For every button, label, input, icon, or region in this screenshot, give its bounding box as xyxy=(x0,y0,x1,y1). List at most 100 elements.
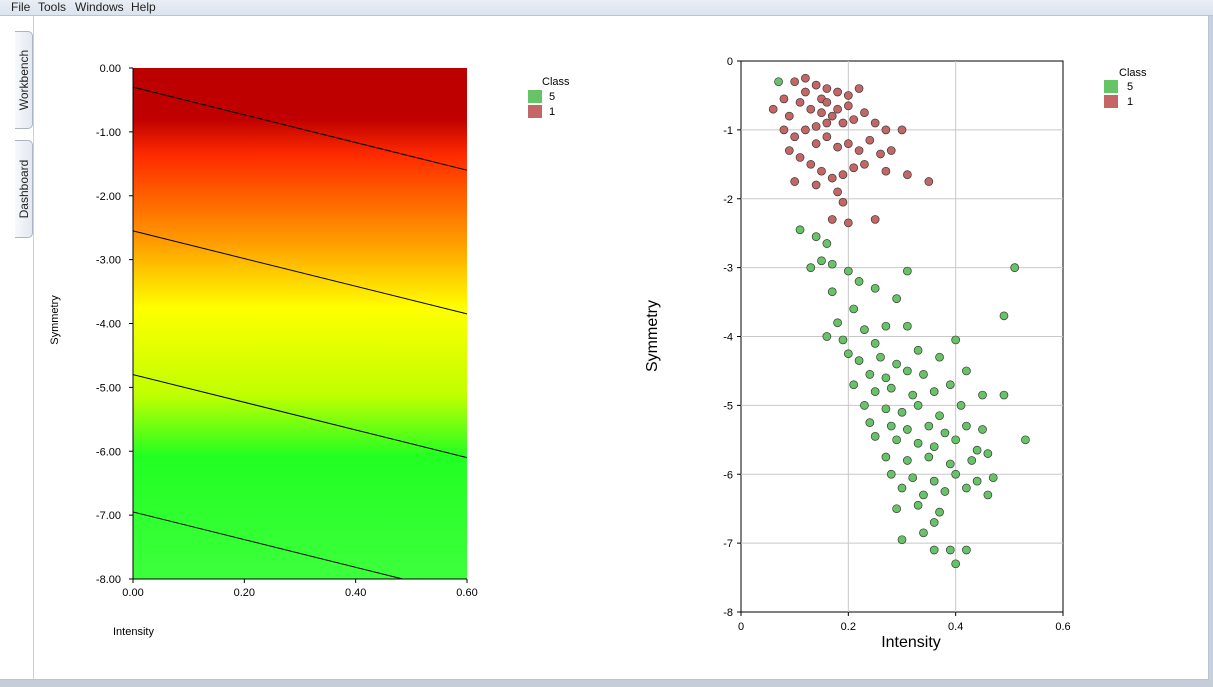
scatter-point-class-5 xyxy=(881,404,891,414)
left-x-tick-label: 0.60 xyxy=(456,587,477,599)
scatter-point-class-1 xyxy=(801,73,810,83)
scatter-point-class-5 xyxy=(843,349,853,359)
left-legend: Class 5 1 xyxy=(528,76,570,118)
scatter-point-class-1 xyxy=(768,104,778,114)
scatter-point-class-1 xyxy=(833,104,842,114)
scatter-point-class-1 xyxy=(876,149,885,159)
scatter-point-class-5 xyxy=(1010,263,1020,272)
scatter-point-class-5 xyxy=(870,387,880,396)
scatter-point-class-5 xyxy=(897,535,907,545)
scatter-point-class-5 xyxy=(886,383,896,393)
window-border-right xyxy=(1209,16,1213,687)
left-y-tick-label: -7.00 xyxy=(96,510,121,522)
scatter-point-class-1 xyxy=(822,118,832,128)
scatter-point-class-5 xyxy=(940,487,950,496)
scatter-point-class-1 xyxy=(784,111,794,121)
scatter-point-class-5 xyxy=(881,452,891,462)
scatter-point-class-5 xyxy=(897,483,907,493)
left-x-ticks: 0.00 0.20 0.40 0.60 xyxy=(122,579,478,599)
right-y-tick-label: -8 xyxy=(723,607,733,619)
scatter-point-class-1 xyxy=(865,135,875,145)
left-legend-swatch-5 xyxy=(528,90,542,103)
contour-line-1 xyxy=(132,86,468,171)
scatter-point-class-5 xyxy=(833,318,842,328)
scatter-point-class-5 xyxy=(983,490,993,500)
scatter-point-class-5 xyxy=(967,456,977,465)
scatter-point-class-5 xyxy=(945,459,955,469)
scatter-point-class-1 xyxy=(811,139,821,148)
scatter-point-class-1 xyxy=(827,215,837,224)
scatter-point-class-5 xyxy=(892,435,901,445)
right-x-tick-label: 0.2 xyxy=(841,621,856,633)
scatter-point-class-5 xyxy=(913,345,923,355)
scatter-point-class-1 xyxy=(833,87,842,97)
window-border-bottom xyxy=(0,680,1213,687)
tab-workbench[interactable]: Workbench xyxy=(15,31,33,129)
left-plot-background xyxy=(133,68,467,579)
scatter-point-class-5 xyxy=(929,518,939,527)
menu-help[interactable]: Help xyxy=(131,0,156,14)
scatter-point-class-1 xyxy=(795,97,805,107)
scatter-point-class-1 xyxy=(854,84,864,93)
contour-line-3 xyxy=(132,374,468,459)
menu-windows[interactable]: Windows xyxy=(75,0,124,14)
scatter-point-class-5 xyxy=(892,504,901,514)
left-y-tick-label: 0.00 xyxy=(100,63,121,75)
scatter-point-class-1 xyxy=(801,87,810,97)
scatter-point-class-5 xyxy=(935,507,944,517)
scatter-point-class-1 xyxy=(795,153,805,162)
scatter-point-class-1 xyxy=(822,84,832,93)
scatter-point-class-5 xyxy=(951,559,961,569)
left-y-tick-label: -8.00 xyxy=(96,574,121,586)
scatter-point-class-1 xyxy=(817,108,826,118)
scatter-point-class-1 xyxy=(838,170,848,179)
menu-file[interactable]: File xyxy=(11,0,31,14)
scatter-point-class-1 xyxy=(838,197,848,207)
scatter-point-class-1 xyxy=(881,166,891,176)
right-y-tick-label: -3 xyxy=(723,263,733,275)
scatter-point-class-5 xyxy=(822,332,832,341)
scatter-point-class-5 xyxy=(951,335,961,345)
scatter-point-class-1 xyxy=(849,115,859,124)
scatter-point-class-5 xyxy=(892,294,901,303)
scatter-point-class-5 xyxy=(886,421,896,431)
left-x-axis-label: Intensity xyxy=(113,626,154,638)
left-contour-plot: 0.00 -1.00 -2.00 -3.00 -4.00 -5.00 -6.00 -7.00 -… xyxy=(49,63,478,638)
scatter-point-class-1 xyxy=(801,125,810,135)
scatter-point-class-5 xyxy=(1021,435,1030,445)
scatter-point-class-5 xyxy=(935,411,944,421)
right-legend: Class 5 1 xyxy=(1104,67,1147,108)
left-legend-label-5: 5 xyxy=(549,91,555,103)
scatter-point-class-5 xyxy=(951,435,961,445)
scatter-point-class-1 xyxy=(790,132,800,142)
scatter-point-class-5 xyxy=(978,390,987,400)
scatter-point-class-1 xyxy=(806,159,816,169)
menu-tools[interactable]: Tools xyxy=(38,0,67,14)
tab-dashboard[interactable]: Dashboard xyxy=(15,140,33,238)
scatter-point-class-5 xyxy=(827,259,837,269)
scatter-point-class-5 xyxy=(860,401,869,410)
right-legend-swatch-5 xyxy=(1104,80,1118,93)
scatter-point-class-1 xyxy=(843,91,853,100)
scatter-point-class-5 xyxy=(972,476,982,486)
right-x-tick-label: 0 xyxy=(738,621,744,633)
right-x-axis-label: Intensity xyxy=(881,634,941,651)
right-y-tick-label: -1 xyxy=(723,125,733,137)
scatter-point-class-5 xyxy=(876,352,885,362)
scatter-point-class-5 xyxy=(843,266,853,276)
scatter-point-class-5 xyxy=(945,545,955,555)
scatter-point-class-5 xyxy=(903,456,912,465)
right-scatter-points xyxy=(768,73,1030,569)
scatter-point-class-5 xyxy=(865,418,875,427)
scatter-point-class-1 xyxy=(790,77,800,87)
scatter-point-class-5 xyxy=(945,380,955,390)
left-y-tick-label: -5.00 xyxy=(96,382,121,394)
scatter-point-class-1 xyxy=(822,132,832,142)
scatter-point-class-5 xyxy=(903,321,912,331)
scatter-point-class-5 xyxy=(908,390,918,400)
scatter-point-class-5 xyxy=(908,473,918,483)
scatter-point-class-1 xyxy=(854,146,864,155)
scatter-point-class-5 xyxy=(913,500,923,510)
scatter-point-class-5 xyxy=(978,425,987,434)
